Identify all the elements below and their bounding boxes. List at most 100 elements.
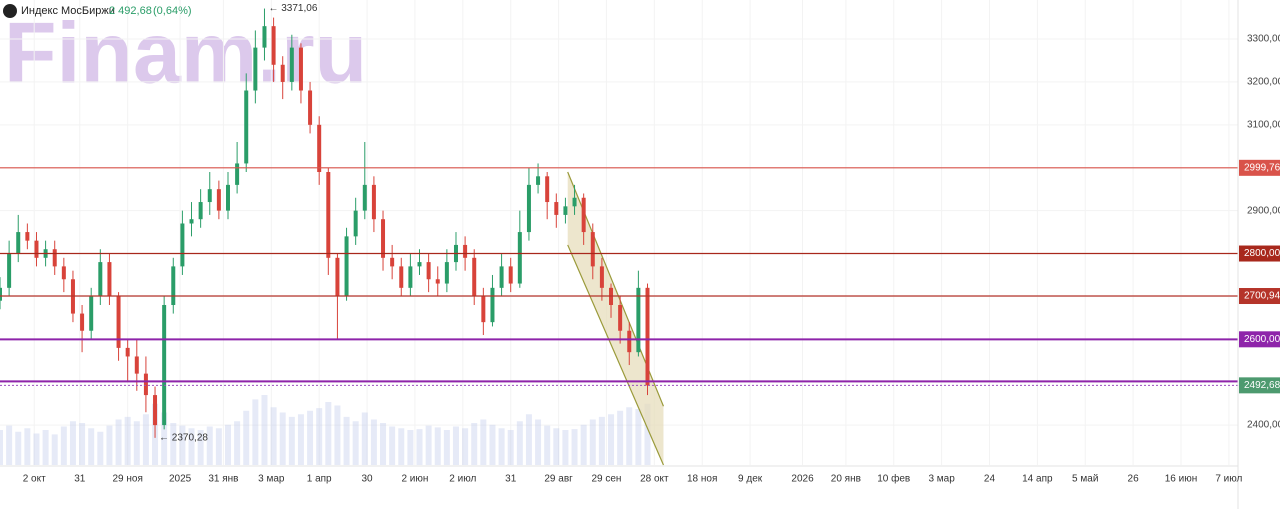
volume-bar [316, 408, 323, 465]
volume-bar [562, 430, 569, 465]
watermark: Finam.ru [4, 6, 367, 102]
volume-bar [51, 434, 58, 465]
x-tick-label: 29 авг [544, 474, 573, 485]
volume-bar [389, 426, 396, 465]
candle-body [636, 287, 641, 353]
candle-body [134, 356, 139, 374]
x-tick-label: 18 ноя [687, 474, 717, 485]
candle-body [645, 287, 650, 386]
candle-body [326, 172, 331, 258]
candle-body [89, 296, 94, 331]
volume-bar [279, 412, 286, 465]
candle-body [216, 189, 221, 211]
y-tick-label: 3100,00 [1247, 119, 1280, 130]
x-tick-label: 31 янв [208, 474, 238, 485]
volume-bar [215, 428, 222, 465]
x-tick-label: 9 дек [738, 474, 763, 485]
candle-body [508, 266, 513, 284]
candle-body [271, 26, 276, 65]
candle-body [554, 202, 559, 215]
volume-bar [644, 403, 651, 465]
volume-bar [270, 407, 277, 465]
volume-bar [252, 399, 259, 465]
x-tick-label: 2026 [791, 474, 814, 485]
volume-bar [480, 419, 487, 465]
volume-bar [24, 428, 31, 465]
x-tick-label: 3 мар [258, 474, 285, 485]
candle-body [399, 266, 404, 288]
volume-bar [188, 428, 195, 465]
volume-bar [161, 412, 168, 465]
level-label-bg [1239, 331, 1280, 348]
candle-body [253, 47, 258, 91]
volume-bar [15, 431, 22, 465]
candle-body [143, 373, 148, 396]
y-tick-label: 3300,00 [1247, 34, 1280, 45]
price-annotation: ← 3371,06 [268, 3, 317, 14]
volume-bar [589, 419, 596, 465]
x-tick-label: 16 июн [1165, 474, 1198, 485]
current-price-bg [1239, 377, 1280, 394]
candle-body [16, 232, 21, 254]
candle-body [572, 197, 577, 207]
candle-body [517, 232, 522, 284]
x-tick-label: 14 апр [1022, 474, 1053, 485]
volume-bar [571, 429, 578, 465]
candle-body [171, 266, 176, 305]
candle-body [107, 262, 112, 297]
volume-bar [133, 421, 140, 465]
x-tick-label: 29 сен [591, 474, 621, 485]
candle-body [435, 279, 440, 284]
x-tick-label: 24 [984, 474, 996, 485]
candle-body [7, 253, 12, 288]
x-tick-label: 29 ноя [112, 474, 142, 485]
volume-bar [334, 405, 341, 465]
x-tick-label: 28 окт [640, 474, 669, 485]
level-label: 2800,00 [1244, 248, 1280, 259]
level-label: 2700,94 [1244, 291, 1280, 302]
candle-body [335, 257, 340, 297]
candle-body [481, 296, 486, 323]
candle-body [289, 47, 294, 82]
x-tick-label: 2 июн [401, 474, 428, 485]
candle-body [618, 304, 623, 331]
candle-body [198, 202, 203, 220]
volume-bar [42, 430, 49, 465]
volume-bar [544, 425, 551, 465]
volume-bar [507, 430, 514, 465]
volume-bar [370, 419, 377, 465]
candle-body [225, 184, 230, 211]
volume-bar [0, 430, 3, 465]
volume-bar [79, 423, 86, 465]
x-tick-label: 3 мар [928, 474, 955, 485]
candle-body [390, 257, 395, 267]
candle-body [244, 90, 249, 164]
volume-bar [234, 421, 241, 465]
candle-body [417, 262, 422, 267]
candle-body [490, 287, 495, 323]
volume-bar [307, 410, 314, 465]
volume-bar [343, 416, 350, 465]
candle-body [563, 206, 568, 215]
candle-body [536, 176, 541, 185]
instrument-title: Индекс МосБиржи [21, 5, 115, 17]
candle-body [590, 232, 595, 267]
volume-bar [380, 423, 387, 465]
volume-bar [361, 412, 368, 465]
volume-bar [352, 421, 359, 465]
volume-bar [115, 419, 122, 465]
volume-bar [416, 429, 423, 465]
x-tick-label: 1 апр [307, 474, 332, 485]
candle-body [25, 232, 30, 241]
candle-body [499, 266, 504, 288]
volume-bar [635, 409, 642, 465]
candle-body [426, 262, 431, 280]
volume-bar [434, 427, 441, 465]
level-label: 2600,00 [1244, 334, 1280, 345]
candle-body [34, 240, 39, 258]
level-label: 2999,76 [1244, 162, 1280, 173]
volume-bar [88, 428, 95, 465]
x-tick-label: 10 фев [877, 473, 910, 485]
candle-body [180, 223, 185, 267]
volume-bar [617, 410, 624, 465]
